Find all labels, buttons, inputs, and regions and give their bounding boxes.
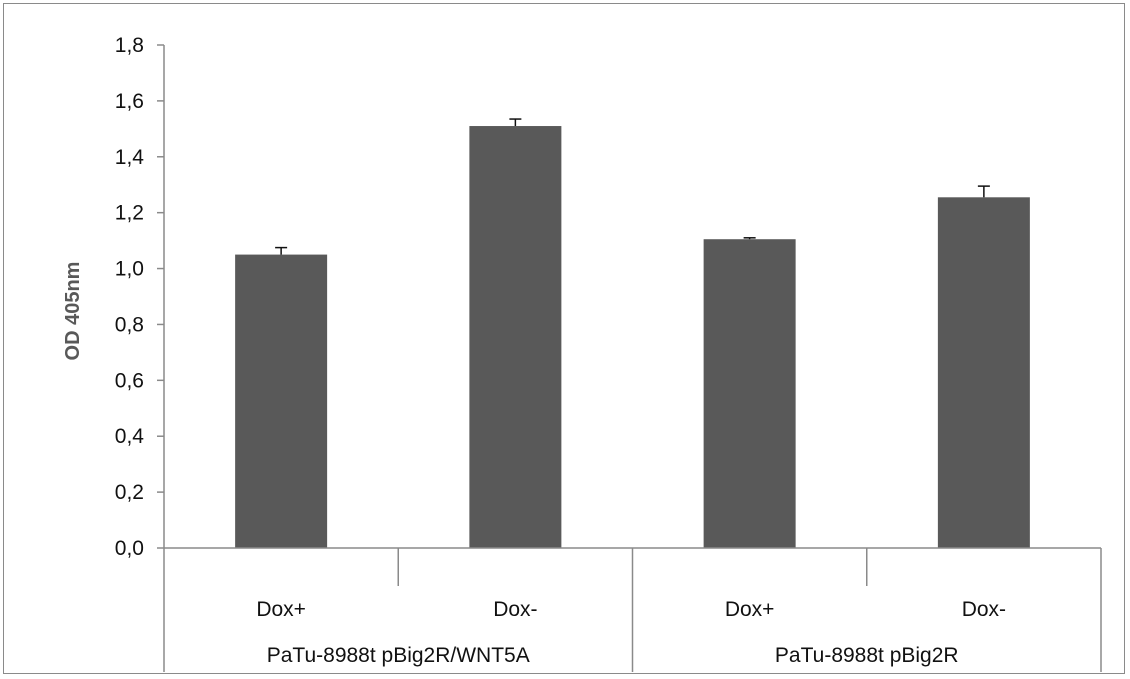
y-axis-title: OD 405nm (62, 262, 84, 361)
x-category-label: Dox- (493, 598, 537, 621)
x-category-label: Dox+ (256, 598, 306, 621)
bars (235, 118, 1030, 549)
bar (469, 126, 562, 549)
y-tick-label: 1,0 (115, 258, 144, 281)
bar (703, 239, 796, 549)
y-tick-label: 0,2 (115, 481, 144, 504)
x-category-label: Dox- (962, 598, 1006, 621)
y-axis: 0,0 0,2 0,4 0,6 0,8 1,0 1,2 1,4 1,6 1,8 (115, 34, 165, 560)
x-group-label: PaTu-8988t pBig2R/WNT5A (267, 644, 530, 667)
y-tick-label: 0,6 (115, 369, 144, 392)
bar (235, 254, 328, 549)
y-tick-label: 1,4 (115, 146, 145, 169)
x-axis: Dox+ Dox- Dox+ Dox- PaTu-8988t pBig2R/WNT5A P… (163, 547, 1102, 672)
y-tick-label: 1,2 (115, 202, 144, 225)
y-tick-label: 0,8 (115, 313, 144, 336)
x-group-label: PaTu-8988t pBig2R (775, 644, 959, 667)
chart-frame: 0,0 0,2 0,4 0,6 0,8 1,0 1,2 1,4 1,6 1,8 Dox+ Dox- D… (3, 3, 1125, 674)
y-tick-label: 0,4 (115, 425, 145, 448)
y-tick-label: 1,8 (115, 34, 144, 57)
x-category-label: Dox+ (725, 598, 775, 621)
y-tick-label: 0,0 (115, 537, 144, 560)
bar (937, 197, 1030, 548)
bar-chart: 0,00,20,40,60,81,01,21,41,61,8 Dox+ Dox- D… (62, 34, 1102, 672)
y-tick-label: 1,6 (115, 90, 144, 113)
